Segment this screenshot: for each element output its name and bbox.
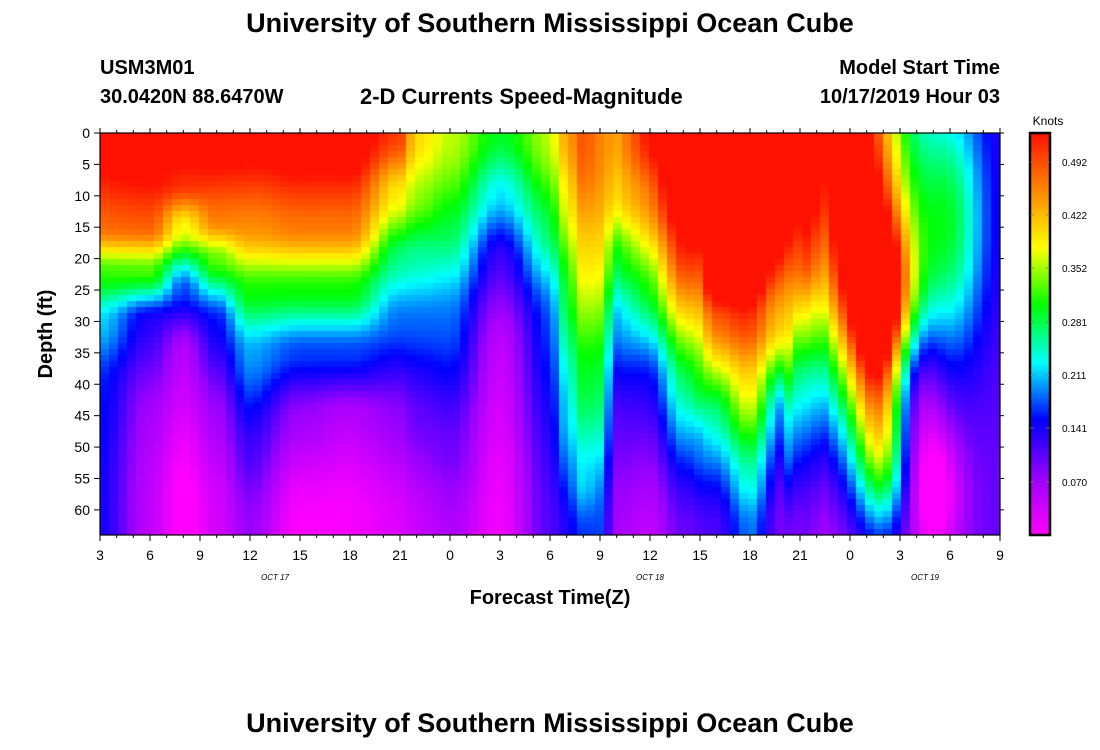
x-tick-label: 21: [392, 547, 408, 563]
x-tick-label: 0: [446, 547, 454, 563]
model-start-label: Model Start Time: [839, 57, 1000, 79]
y-tick-label: 10: [74, 188, 90, 204]
x-tick-label: 15: [692, 547, 708, 563]
x-tick-label: 21: [792, 547, 808, 563]
x-tick-label: 6: [946, 547, 954, 563]
x-tick-label: 3: [896, 547, 904, 563]
colorbar-tick-label: 0.422: [1062, 211, 1087, 222]
x-tick-label: 18: [342, 547, 358, 563]
x-tick-label: 9: [596, 547, 604, 563]
y-axis: 0 5 10 15 20 25 30 35 40 45 50 55 60: [74, 125, 1004, 518]
y-axis-label: Depth (ft): [35, 290, 57, 379]
date-label: OCT 19: [911, 573, 940, 582]
colorbar-tick-label: 0.352: [1062, 264, 1087, 275]
date-label: OCT 18: [636, 573, 665, 582]
y-tick-label: 60: [74, 502, 90, 518]
x-tick-label: 3: [496, 547, 504, 563]
x-tick-label: 9: [996, 547, 1004, 563]
plot-name: 2-D Currents Speed-Magnitude: [360, 84, 683, 109]
x-tick-label: 18: [742, 547, 758, 563]
x-tick-label: 12: [642, 547, 658, 563]
x-tick-label: 6: [146, 547, 154, 563]
x-tick-label: 15: [292, 547, 308, 563]
y-tick-label: 30: [74, 313, 90, 329]
y-tick-label: 0: [82, 125, 90, 141]
x-tick-label: 6: [546, 547, 554, 563]
y-tick-label: 25: [74, 282, 90, 298]
model-start-time: 10/17/2019 Hour 03: [819, 86, 1000, 108]
station-id: USM3M01: [100, 57, 195, 79]
x-axis-label: Forecast Time(Z): [470, 587, 631, 609]
y-tick-label: 5: [82, 156, 90, 172]
y-tick-label: 15: [74, 219, 90, 235]
heatmap-foreign: [100, 133, 1000, 535]
page-title: University of Southern Mississippi Ocean…: [246, 8, 854, 38]
colorbar-tick-label: 0.492: [1062, 158, 1087, 169]
y-tick-label: 35: [74, 345, 90, 361]
colorbar-tick-label: 0.070: [1062, 478, 1087, 489]
station-coords: 30.0420N 88.6470W: [100, 86, 284, 108]
x-tick-label: 12: [242, 547, 258, 563]
colorbar-ticks: 0.492 0.422 0.352 0.281 0.211 0.141 0.070: [1030, 158, 1087, 489]
colorbar-unit: Knots: [1033, 114, 1064, 128]
x-tick-label: 9: [196, 547, 204, 563]
x-tick-label: 3: [96, 547, 104, 563]
colorbar-tick-label: 0.211: [1062, 371, 1087, 382]
date-labels: OCT 17 OCT 18 OCT 19: [261, 573, 940, 582]
colorbar-tick-label: 0.281: [1062, 318, 1087, 329]
x-axis: 3 6 9 12 15 18 21 0 3 6 9 12 15 18 21 0 3 6 9: [96, 128, 1004, 563]
y-tick-label: 55: [74, 470, 90, 486]
colorbar-tick-label: 0.141: [1062, 424, 1087, 435]
date-label: OCT 17: [261, 573, 290, 582]
colorbar: [1028, 131, 1052, 537]
x-tick-label: 0: [846, 547, 854, 563]
y-tick-label: 40: [74, 376, 90, 392]
footer-title: University of Southern Mississippi Ocean…: [246, 708, 854, 738]
heatmap-canvas: [100, 133, 1000, 535]
y-tick-label: 45: [74, 408, 90, 424]
y-tick-label: 20: [74, 251, 90, 267]
y-tick-label: 50: [74, 439, 90, 455]
